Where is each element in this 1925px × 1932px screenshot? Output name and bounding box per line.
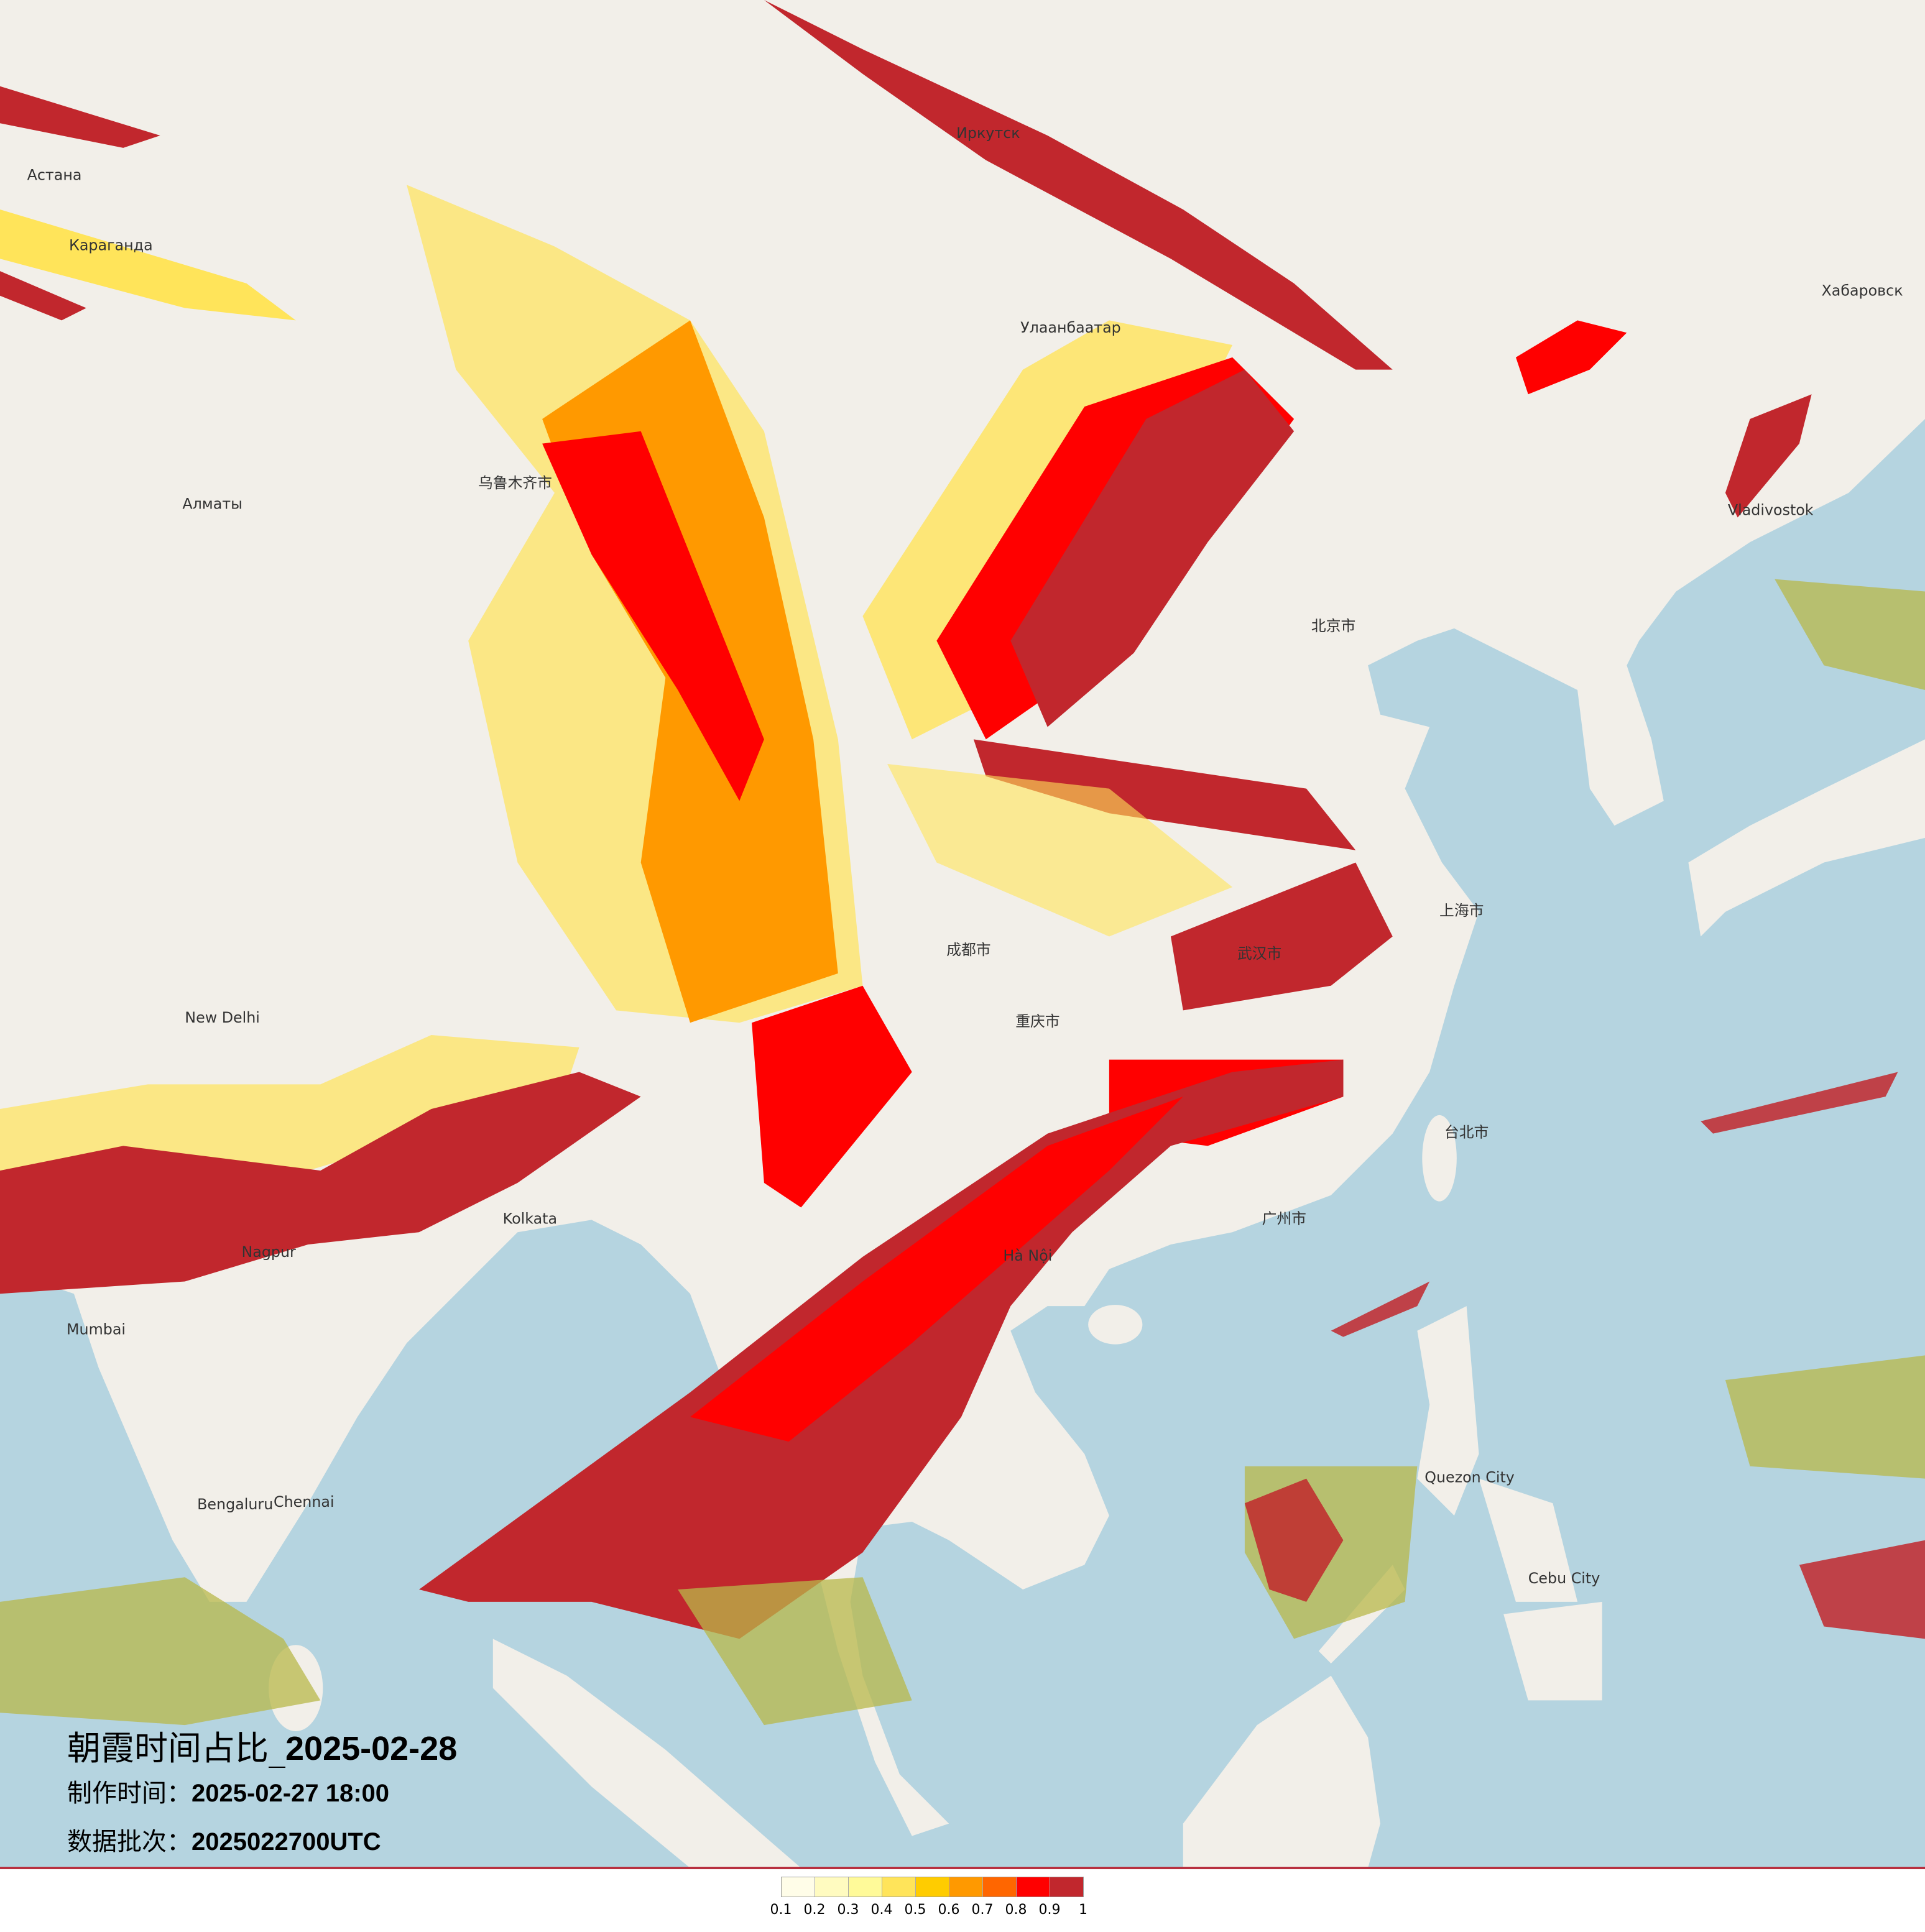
legend-labels: 0.1 0.2 0.3 0.4 0.5 0.6 0.7 0.8 0.9 1 [770, 1902, 1088, 1921]
city-label: 北京市 [1311, 617, 1355, 635]
legend-tick-label: 1 [1079, 1902, 1087, 1918]
glow-ne-red [1515, 320, 1627, 395]
city-label: Vladivostok [1728, 502, 1814, 519]
legend-tick-label: 0.7 [971, 1902, 994, 1918]
legend-tick-label: 0.1 [770, 1902, 792, 1918]
map-title: 朝霞时间占比_2025-02-28 [67, 1728, 457, 1769]
title-text: 朝霞时间占比_ [67, 1729, 285, 1768]
sea-cloud-patch [1725, 1355, 1925, 1479]
city-label: 成都市 [946, 941, 990, 959]
legend-swatch [1050, 1877, 1083, 1897]
legend-color-bar [781, 1877, 1084, 1897]
legend-tick-label: 0.8 [1005, 1902, 1027, 1918]
legend-swatch [815, 1877, 849, 1897]
data-batch-value: 2025022700UTC [192, 1828, 381, 1856]
sunrise-glow-overlay [0, 0, 1925, 1726]
glow-sea-dark-taiwan [1701, 1072, 1898, 1134]
legend-swatch [983, 1877, 1017, 1897]
city-label: 台北市 [1444, 1124, 1489, 1141]
land-visayas [1479, 1478, 1578, 1602]
legend-swatch [1017, 1877, 1050, 1897]
title-block: 朝霞时间占比_2025-02-28 制作时间：2025-02-27 18:00 … [67, 1728, 457, 1866]
legend-tick-label: 0.9 [1038, 1902, 1061, 1918]
city-label: Mumbai [67, 1321, 126, 1338]
legend-tick-label: 0.3 [837, 1902, 859, 1918]
sea-cloud-patch [678, 1577, 912, 1726]
city-label: Улаанбаатар [1020, 319, 1121, 336]
made-time: 制作时间：2025-02-27 18:00 [67, 1769, 457, 1818]
map-bottom-border [0, 1867, 1925, 1869]
glow-band-xinjiang-red [542, 431, 764, 801]
legend-swatch [849, 1877, 882, 1897]
legend-tick-label: 0.4 [870, 1902, 893, 1918]
city-label: Chennai [274, 1493, 335, 1511]
land-japan [1688, 739, 1925, 937]
map-canvas[interactable]: Улаанбаатар Алматы Астана Караганда Ирку… [0, 0, 1925, 1868]
legend-swatch [916, 1877, 949, 1897]
legend-tick-label: 0.2 [803, 1902, 826, 1918]
city-label: Hà Nội [1003, 1247, 1052, 1264]
city-label: 重庆市 [1015, 1013, 1059, 1030]
land-mindanao [1503, 1601, 1602, 1701]
city-label: Nagpur [241, 1243, 296, 1261]
glow-band-kazakh-3 [0, 271, 86, 321]
made-time-value: 2025-02-27 18:00 [192, 1780, 390, 1807]
city-label: 广州市 [1262, 1210, 1306, 1227]
city-label: Алматы [182, 495, 242, 513]
glow-band-india-dark [0, 1072, 641, 1294]
glow-sea-dark-east [1799, 1540, 1925, 1639]
glow-sea-dark-philippines [1244, 1478, 1344, 1602]
land [0, 0, 1925, 1868]
glow-band-india-yellow [0, 1035, 579, 1171]
glow-band-sw-red [752, 985, 912, 1208]
color-legend: 0.1 0.2 0.3 0.4 0.5 0.6 0.7 0.8 0.9 1 [770, 1877, 1088, 1921]
glow-band-kazakh-2 [0, 209, 296, 321]
land-sumatra [492, 1639, 801, 1868]
city-label: Bengaluru [197, 1496, 273, 1513]
legend-swatch [782, 1877, 815, 1897]
glow-ne-dark [1725, 394, 1812, 518]
glow-band-mongolia-dark [1010, 369, 1295, 727]
city-labels: Улаанбаатар Алматы Астана Караганда Ирку… [27, 124, 1903, 1587]
data-batch: 数据批次：2025022700UTC [67, 1818, 457, 1866]
land-luzon [1417, 1306, 1479, 1516]
city-label: Cebu City [1528, 1570, 1600, 1587]
legend-tick-label: 0.6 [938, 1902, 960, 1918]
legend-tick-label: 0.5 [904, 1902, 926, 1918]
sea-cloud-patch [0, 1577, 321, 1726]
legend-swatch [949, 1877, 983, 1897]
title-date: 2025-02-28 [285, 1730, 458, 1767]
glow-band-yangtze [1170, 862, 1393, 1011]
glow-band-main-red [690, 1097, 1183, 1442]
city-label: Quezon City [1424, 1469, 1515, 1486]
glow-band-yellow-river [973, 739, 1356, 850]
city-label: Иркутск [956, 124, 1020, 142]
city-label: Астана [27, 166, 82, 183]
city-label: 乌鲁木齐市 [478, 474, 552, 492]
land-borneo [1183, 1675, 1380, 1868]
glow-band-kazakh-1 [0, 86, 160, 148]
land-taiwan [1422, 1115, 1457, 1202]
made-time-label: 制作时间： [67, 1779, 192, 1808]
city-label: Караганда [69, 236, 153, 254]
city-label: 上海市 [1439, 902, 1484, 919]
city-label: Kolkata [503, 1210, 557, 1227]
legend-swatch [882, 1877, 916, 1897]
city-label: Хабаровск [1822, 282, 1903, 300]
glow-sea-dark-sw [1331, 1281, 1430, 1337]
glow-band-central-yellow [887, 763, 1233, 937]
city-label: 武汉市 [1237, 945, 1281, 962]
land-mainland [0, 0, 1925, 1836]
glow-band-siberia [764, 0, 1393, 370]
land-hainan [1088, 1305, 1143, 1345]
data-batch-label: 数据批次： [67, 1828, 192, 1856]
city-label: New Delhi [185, 1009, 260, 1026]
sea-cloud-patch [1775, 579, 1925, 691]
